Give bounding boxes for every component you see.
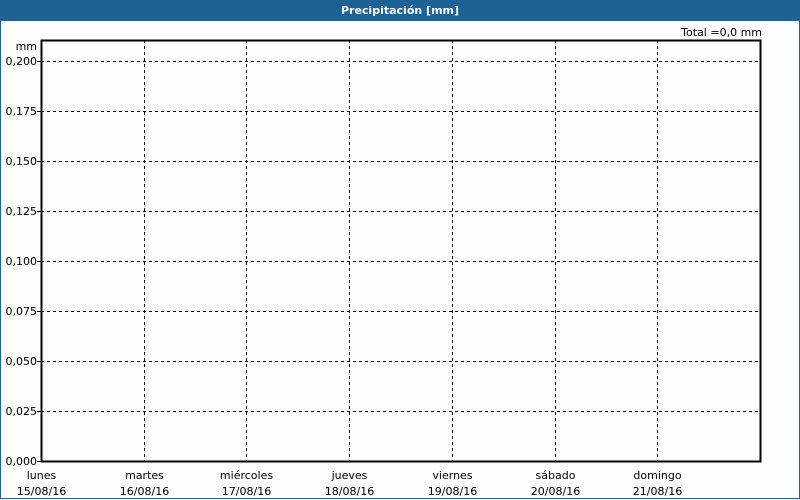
y-tick-label: 0,100 [6,255,38,268]
y-axis-label: mm [16,40,37,53]
y-tick-label: 0,050 [6,355,38,368]
x-tick-day: viernes [432,469,472,482]
x-tick-date: 17/08/16 [222,485,271,498]
y-tick-label: 0,075 [6,305,38,318]
y-tick-label: 0,025 [6,405,38,418]
x-tick-day: sábado [536,469,576,482]
x-tick-date: 19/08/16 [428,485,477,498]
plot-border [40,39,762,463]
x-tick-date: 16/08/16 [120,485,169,498]
x-tick-date: 20/08/16 [531,485,580,498]
chart-title: Precipitación [mm] [0,0,800,21]
x-tick-day: domingo [633,469,681,482]
y-tick-label: 0,150 [6,155,38,168]
x-tick-day: martes [125,469,164,482]
x-tick-date: 18/08/16 [325,485,374,498]
x-tick-day: miércoles [220,469,273,482]
x-tick-day: lunes [27,469,57,482]
y-tick-label: 0,000 [6,455,38,468]
x-tick-date: 15/08/16 [17,485,66,498]
y-tick-label: 0,125 [6,205,38,218]
total-label: Total =0,0 mm [681,26,762,39]
y-tick-label: 0,175 [6,105,38,118]
x-tick-day: jueves [331,469,368,482]
x-tick-date: 21/08/16 [633,485,682,498]
y-tick-label: 0,200 [6,55,38,68]
